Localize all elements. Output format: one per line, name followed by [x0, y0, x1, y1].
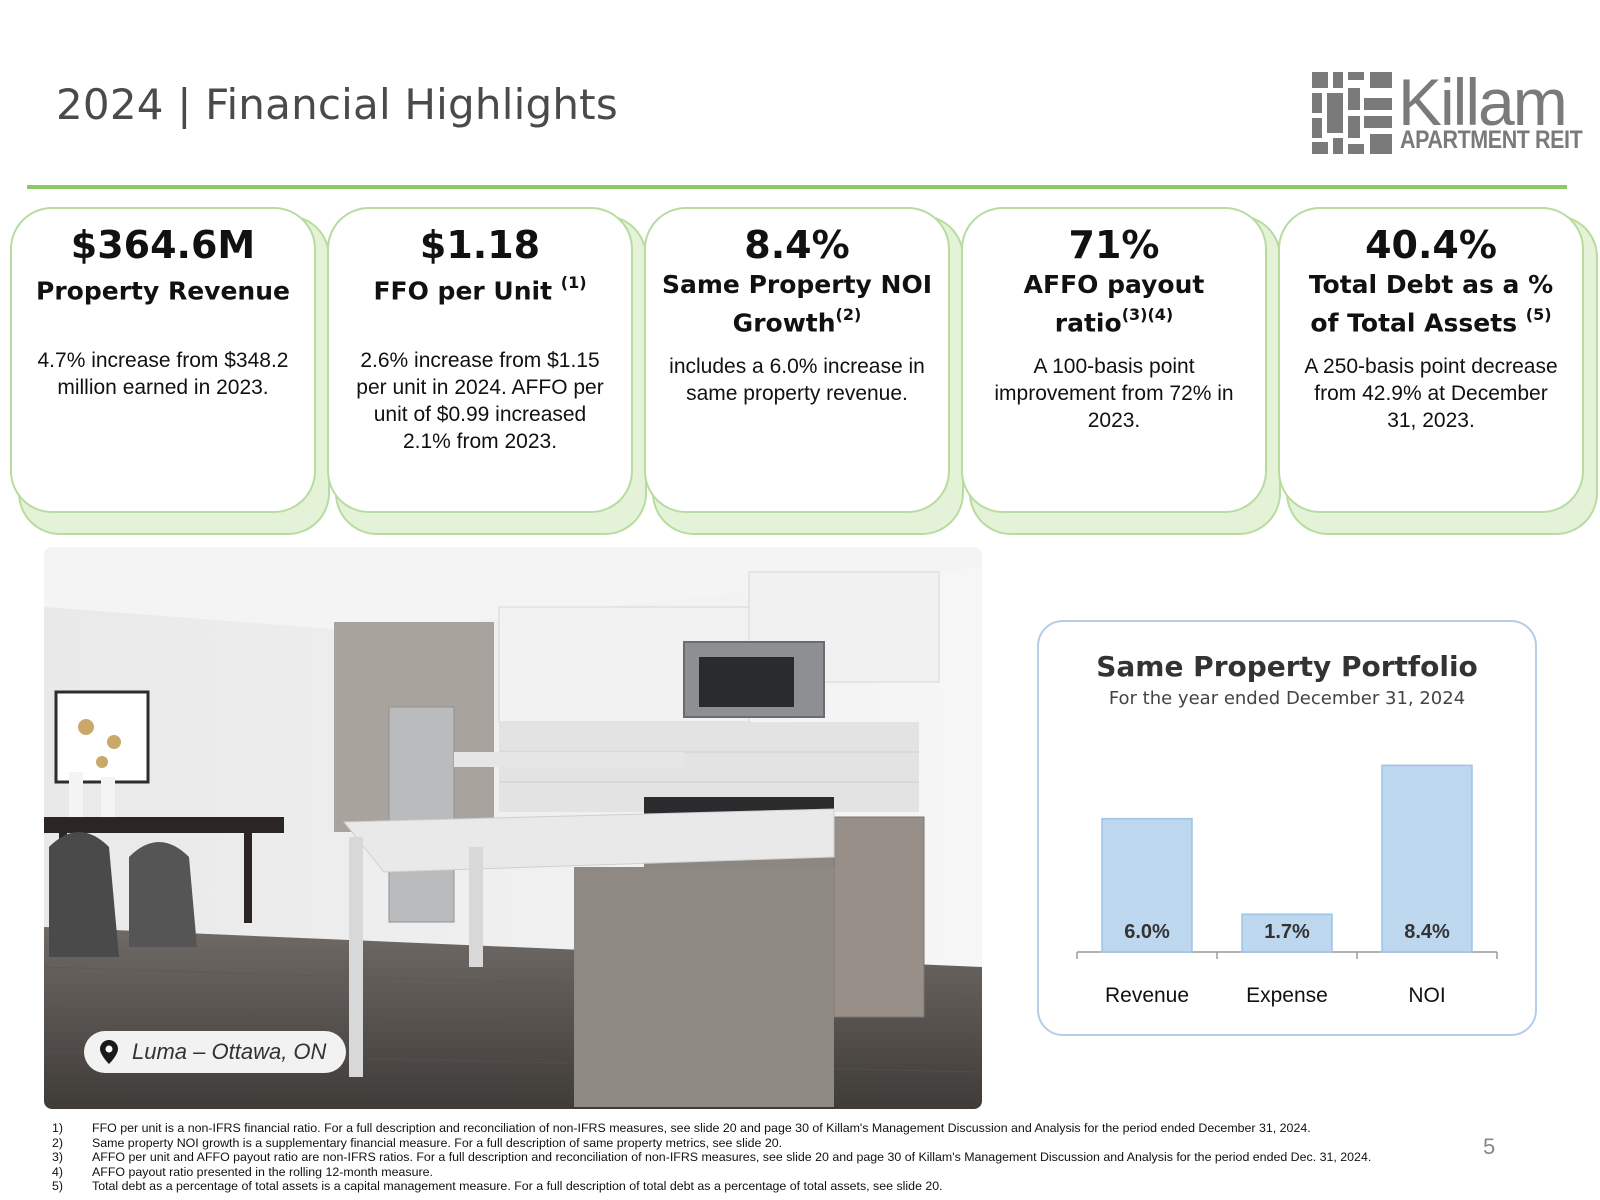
kpi-description: A 100-basis point improvement from 72% i… [994, 355, 1234, 433]
map-pin-icon [100, 1040, 118, 1064]
bar-expense [1241, 913, 1333, 953]
kpi-label: Property Revenue [36, 276, 290, 306]
category-label: NOI [1408, 984, 1445, 1007]
footnote: 4) AFFO payout ratio presented in the rol… [52, 1165, 1492, 1180]
location-label: Luma – Ottawa, ON [132, 1039, 327, 1064]
category-label: Revenue [1105, 984, 1189, 1007]
kpi-value: 71% [1068, 223, 1160, 267]
kpi-label: FFO per Unit (1) [373, 273, 587, 306]
chart-subtitle: For the year ended December 31, 2024 [1108, 688, 1466, 709]
kpi-card: 71% AFFO payout ratio(3)(4) A 100-basis … [961, 207, 1281, 535]
footnote-number: 1) [52, 1121, 64, 1135]
footnote-text: Total debt as a percentage of total asse… [92, 1179, 943, 1194]
kpi-card: $364.6M Property Revenue 4.7% increase f… [10, 207, 330, 535]
kpi-card-body: 40.4% Total Debt as a % of Total Assets … [1278, 207, 1584, 513]
footnotes: 1) FFO per unit is a non-IFRS financial r… [52, 1121, 1492, 1194]
bar-chart: 6.0% Revenue 1.7% Expense 8.4% NOI [1076, 764, 1498, 1007]
bar-noi [1381, 764, 1473, 953]
footnote-number: 3) [52, 1150, 64, 1165]
bar-revenue [1101, 817, 1193, 953]
same-property-chart: Same Property Portfolio For the year end… [1037, 620, 1537, 1036]
kpi-label: AFFO payout ratio(3)(4) [1023, 270, 1205, 338]
footnote-ref: (2) [835, 305, 862, 324]
footnote: 5) Total debt as a percentage of total as… [52, 1179, 1492, 1194]
footnote-number: 2) [52, 1135, 64, 1150]
kpi-description: 2.6% increase from $1.15 per unit in 202… [356, 349, 604, 453]
kitchen-photo: Luma – Ottawa, ON [44, 547, 982, 1109]
kitchen-illustration [44, 547, 982, 1109]
footnote-number: 4) [52, 1164, 64, 1179]
page-title: 2024 | Financial Highlights [56, 80, 618, 129]
page-number: 5 [1483, 1134, 1496, 1159]
kpi-card: $1.18 FFO per Unit (1) 2.6% increase fro… [327, 207, 647, 535]
footnote-text: Same property NOI growth is a supplement… [92, 1135, 783, 1150]
footnote: 1) FFO per unit is a non-IFRS financial r… [52, 1121, 1492, 1136]
footnote: 3) AFFO per unit and AFFO payout ratio ar… [52, 1150, 1492, 1165]
kpi-description: 4.7% increase from $348.2 million earned… [37, 349, 289, 399]
location-tag: Luma – Ottawa, ON [84, 1031, 347, 1073]
logo-subtitle: APARTMENT REIT [1400, 126, 1583, 154]
kpi-card-body: $364.6M Property Revenue 4.7% increase f… [10, 207, 316, 513]
kpi-card-body: 71% AFFO payout ratio(3)(4) A 100-basis … [961, 207, 1267, 513]
kpi-value: $364.6M [70, 223, 256, 267]
kpi-description: A 250-basis point decrease from 42.9% at… [1304, 355, 1558, 433]
footnote-number: 5) [52, 1179, 64, 1194]
data-label: 1.7% [1264, 921, 1310, 943]
chart-title: Same Property Portfolio [1096, 650, 1478, 683]
kpi-label: Same Property NOI Growth(2) [661, 270, 933, 338]
kpi-card-body: $1.18 FFO per Unit (1) 2.6% increase fro… [327, 207, 633, 513]
kpi-card: 40.4% Total Debt as a % of Total Assets … [1278, 207, 1598, 535]
kpi-description: includes a 6.0% increase in same propert… [669, 355, 925, 406]
company-logo: Killam APARTMENT REIT [1312, 65, 1583, 160]
footnote-ref: (5) [1525, 305, 1552, 324]
footnote-text: AFFO per unit and AFFO payout ratio are … [92, 1150, 1372, 1165]
kpi-label: Total Debt as a % of Total Assets (5) [1308, 270, 1554, 338]
killam-logo-mark-icon [1312, 72, 1392, 154]
footnote-text: FFO per unit is a non-IFRS financial rat… [92, 1121, 1311, 1135]
kpi-card-body: 8.4% Same Property NOI Growth(2) include… [644, 207, 950, 513]
kpi-card: 8.4% Same Property NOI Growth(2) include… [644, 207, 964, 535]
kpi-value: $1.18 [419, 223, 541, 267]
kpi-value: 8.4% [744, 223, 850, 267]
footnote-ref: (3)(4) [1121, 305, 1174, 324]
kpi-value: 40.4% [1365, 223, 1497, 267]
data-label: 6.0% [1124, 921, 1170, 943]
header-divider [27, 185, 1567, 189]
footnote-text: AFFO payout ratio presented in the rolli… [92, 1164, 433, 1179]
logo-name: Killam [1398, 65, 1568, 139]
footnote: 2) Same property NOI growth is a suppleme… [52, 1136, 1492, 1151]
data-label: 8.4% [1404, 921, 1450, 943]
footnote-ref: (1) [560, 273, 587, 292]
category-label: Expense [1246, 984, 1328, 1007]
